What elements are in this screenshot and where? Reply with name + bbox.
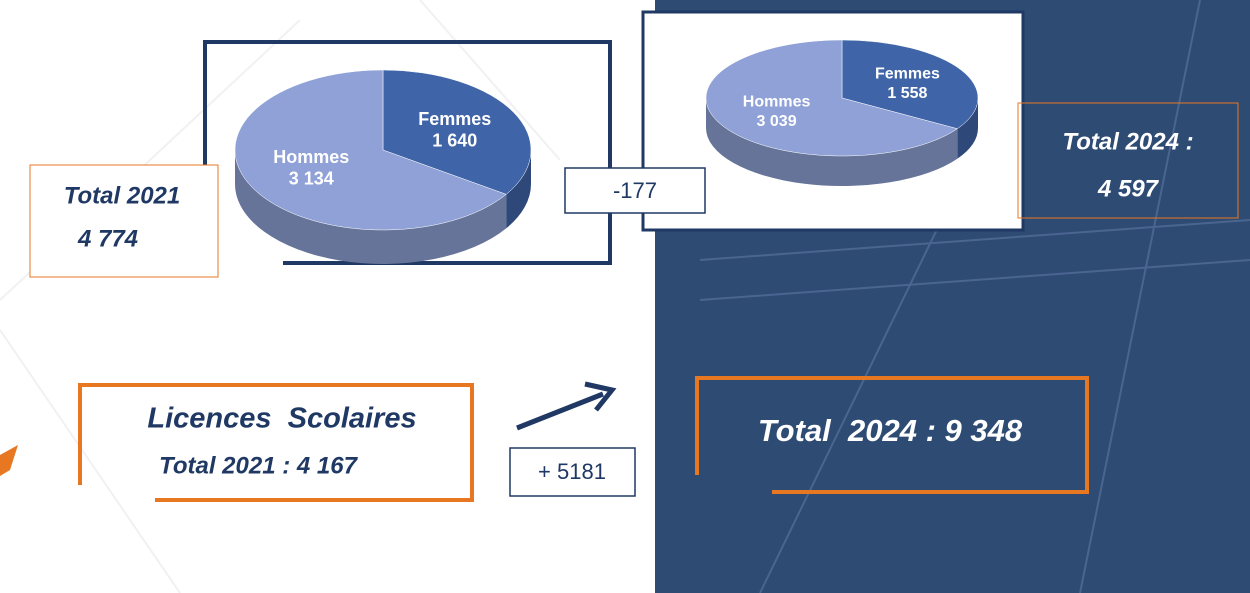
pie-label: Hommes: [273, 147, 349, 167]
pie-value-label: 3 134: [289, 168, 334, 188]
scolaires-title: Licences Scolaires: [147, 403, 416, 435]
pie-value-label: 1 558: [887, 85, 927, 102]
page: {"chart_data": [ {"type": "pie", "catego…: [0, 0, 1250, 593]
scolaires-total: Total 2024 : 9 348: [758, 413, 1023, 448]
difference: -177: [613, 178, 657, 203]
pie-label: Femmes: [875, 66, 940, 83]
pie-value-label: 1 640: [432, 131, 477, 151]
total-value: 4 597: [1097, 175, 1160, 202]
pie-label: Hommes: [743, 94, 811, 111]
total-label: Total 2024 :: [1062, 128, 1193, 155]
scolaires-total: Total 2021 : 4 167: [159, 452, 359, 479]
slide: Femmes1 640Hommes3 134 Femmes1 558Hommes…: [0, 0, 1250, 593]
pie-label: Femmes: [418, 109, 491, 129]
pie-value-label: 3 039: [757, 113, 797, 130]
difference: + 5181: [538, 459, 606, 484]
total-value: 4 774: [77, 225, 138, 252]
total-label: Total 2021: [64, 182, 181, 209]
pie-chart: Femmes 1 558 Hommes 3 039: [706, 40, 978, 186]
